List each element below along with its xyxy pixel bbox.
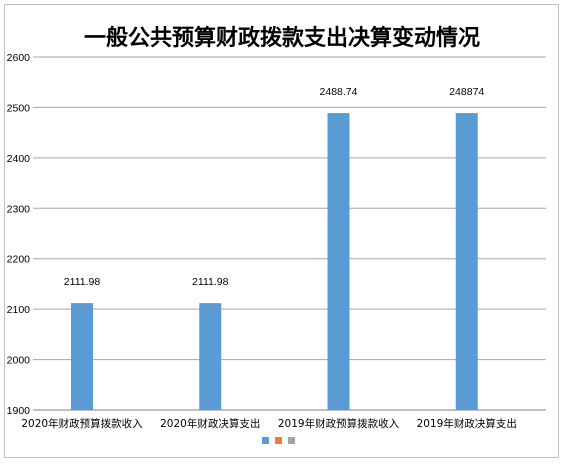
category-label-2: 2020年财政决算支出 xyxy=(160,417,260,430)
legend xyxy=(262,437,295,444)
x-axis-categories: 2020年财政预算拨款收入 2020年财政决算支出 2019年财政预算拨款收入 201… xyxy=(21,417,516,430)
bar-4 xyxy=(455,113,478,411)
chart-title: 一般公共预算财政拨款支出决算变动情况 xyxy=(84,25,480,51)
bar-1 xyxy=(71,303,93,410)
category-label-1: 2020年财政预算拨款收入 xyxy=(21,417,143,430)
category-label-3: 2019年财政预算拨款收入 xyxy=(278,417,400,430)
y-tick-label: 1900 xyxy=(7,405,31,417)
legend-swatch-1 xyxy=(262,437,269,444)
bar-2 xyxy=(199,303,222,410)
legend-swatch-2 xyxy=(275,437,282,444)
y-axis-ticks: 1900 2000 2100 2200 2300 2400 2500 2600 xyxy=(7,52,31,417)
y-tick-label: 2400 xyxy=(7,153,31,165)
y-tick-label: 2300 xyxy=(7,203,31,215)
data-labels: 2111.98 2111.98 2488.74 248874 xyxy=(64,86,485,288)
y-tick-label: 2000 xyxy=(7,355,31,367)
bar-3 xyxy=(327,113,350,411)
category-label-4: 2019年财政决算支出 xyxy=(417,417,517,430)
y-tick-label: 2500 xyxy=(7,102,31,114)
legend-swatch-3 xyxy=(288,437,295,444)
data-label-1: 2111.98 xyxy=(64,276,101,288)
y-tick-label: 2200 xyxy=(7,254,31,266)
y-tick-label: 2100 xyxy=(7,304,31,316)
data-label-4: 248874 xyxy=(449,86,484,98)
bars xyxy=(71,113,478,411)
data-label-3: 2488.74 xyxy=(320,86,358,98)
y-tick-label: 2600 xyxy=(7,52,31,64)
data-label-2: 2111.98 xyxy=(192,276,229,288)
